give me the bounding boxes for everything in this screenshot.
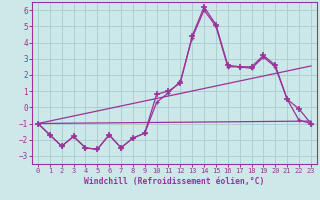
X-axis label: Windchill (Refroidissement éolien,°C): Windchill (Refroidissement éolien,°C) bbox=[84, 177, 265, 186]
